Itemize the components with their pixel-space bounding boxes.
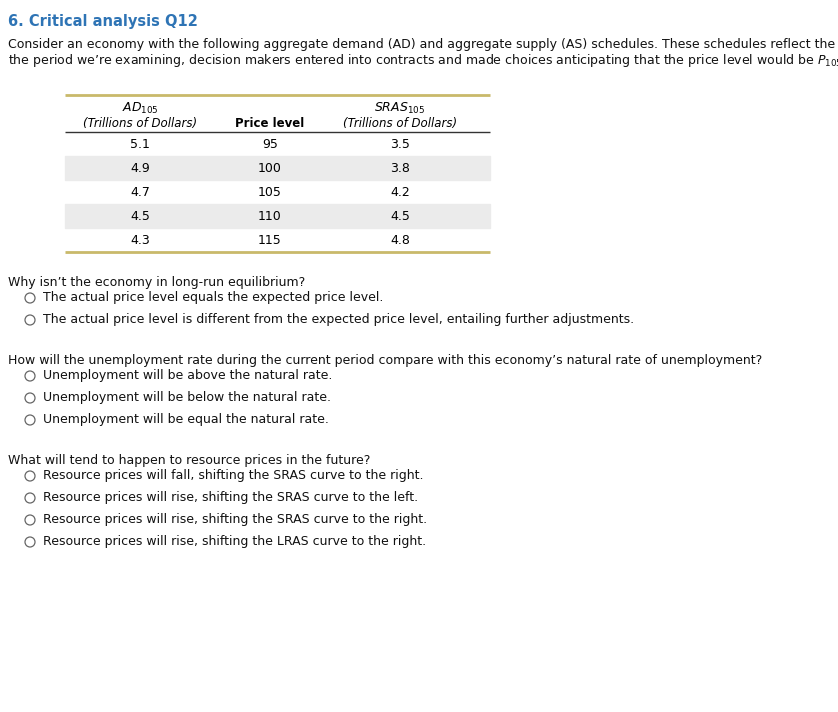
- Text: 4.9: 4.9: [130, 162, 150, 174]
- Text: 100: 100: [258, 162, 282, 174]
- Text: Resource prices will rise, shifting the LRAS curve to the right.: Resource prices will rise, shifting the …: [43, 535, 427, 548]
- Text: 6. Critical analysis Q12: 6. Critical analysis Q12: [8, 14, 198, 29]
- Text: 115: 115: [258, 234, 282, 246]
- Text: 105: 105: [258, 186, 282, 199]
- Text: 4.2: 4.2: [391, 186, 410, 199]
- Text: Resource prices will rise, shifting the SRAS curve to the left.: Resource prices will rise, shifting the …: [43, 491, 418, 505]
- Text: Why isn’t the economy in long-run equilibrium?: Why isn’t the economy in long-run equili…: [8, 276, 305, 289]
- Text: 4.5: 4.5: [130, 209, 150, 222]
- Text: 4.8: 4.8: [390, 234, 410, 246]
- Text: 4.5: 4.5: [390, 209, 410, 222]
- Text: 4.3: 4.3: [130, 234, 150, 246]
- Text: 5.1: 5.1: [130, 137, 150, 150]
- Bar: [65, 156, 490, 180]
- Text: The actual price level equals the expected price level.: The actual price level equals the expect…: [43, 291, 383, 305]
- Text: the period we’re examining, decision makers entered into contracts and made choi: the period we’re examining, decision mak…: [8, 52, 838, 69]
- Text: $AD_{105}$: $AD_{105}$: [122, 101, 158, 116]
- Text: $SRAS_{105}$: $SRAS_{105}$: [375, 101, 426, 116]
- Text: 4.7: 4.7: [130, 186, 150, 199]
- Text: The actual price level is different from the expected price level, entailing fur: The actual price level is different from…: [43, 313, 634, 327]
- Text: (Trillions of Dollars): (Trillions of Dollars): [343, 117, 457, 130]
- Text: How will the unemployment rate during the current period compare with this econo: How will the unemployment rate during th…: [8, 354, 763, 367]
- Text: Resource prices will rise, shifting the SRAS curve to the right.: Resource prices will rise, shifting the …: [43, 513, 427, 526]
- Text: (Trillions of Dollars): (Trillions of Dollars): [83, 117, 197, 130]
- Text: What will tend to happen to resource prices in the future?: What will tend to happen to resource pri…: [8, 454, 370, 467]
- Text: Unemployment will be above the natural rate.: Unemployment will be above the natural r…: [43, 370, 333, 382]
- Text: 3.8: 3.8: [390, 162, 410, 174]
- Text: Consider an economy with the following aggregate demand (AD) and aggregate suppl: Consider an economy with the following a…: [8, 38, 838, 51]
- Text: 95: 95: [262, 137, 278, 150]
- Text: 3.5: 3.5: [390, 137, 410, 150]
- Text: Unemployment will be below the natural rate.: Unemployment will be below the natural r…: [43, 392, 331, 404]
- Bar: [65, 204, 490, 228]
- Text: Unemployment will be equal the natural rate.: Unemployment will be equal the natural r…: [43, 414, 328, 426]
- Text: Resource prices will fall, shifting the SRAS curve to the right.: Resource prices will fall, shifting the …: [43, 469, 423, 483]
- Text: 110: 110: [258, 209, 282, 222]
- Text: Price level: Price level: [235, 117, 305, 130]
